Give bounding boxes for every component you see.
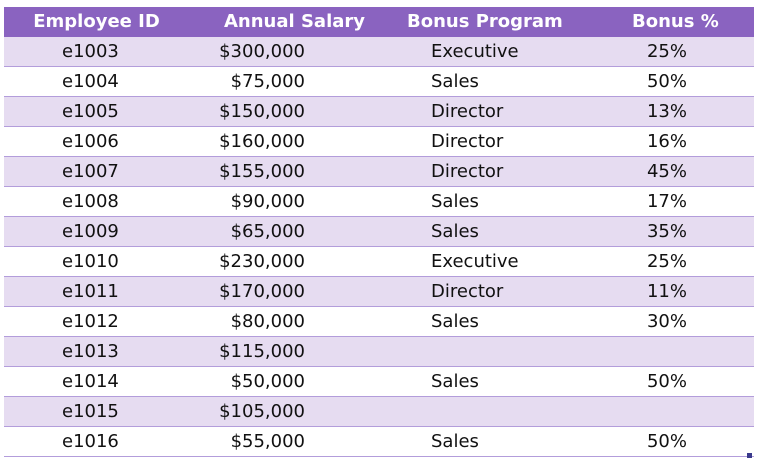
cell-annual-salary[interactable]: $55,000 — [230, 431, 305, 452]
cell-annual-salary[interactable]: $75,000 — [230, 71, 305, 92]
cell-bonus-program[interactable]: Director — [431, 131, 504, 152]
cell-employee-id[interactable]: e1010 — [62, 251, 119, 272]
cell-bonus-percent[interactable]: 50% — [646, 371, 687, 392]
cell-bonus-percent[interactable]: 25% — [646, 251, 687, 272]
cell-bonus-program[interactable]: Director — [431, 161, 504, 182]
cell-bonus-program[interactable]: Sales — [431, 71, 479, 92]
header-bonus-program[interactable]: Bonus Program — [407, 11, 563, 32]
table-row: e1004 $75,000 Sales 50% — [4, 67, 754, 97]
cell-bonus-percent[interactable]: 11% — [646, 281, 687, 302]
table-row: e1013 $115,000 — [4, 337, 754, 367]
table-body: e1003 $300,000 Executive 25% e1004 $75,000 Sal… — [4, 37, 754, 457]
table-row: e1011 $170,000 Director 11% — [4, 277, 754, 307]
cell-employee-id[interactable]: e1012 — [62, 311, 119, 332]
cell-bonus-percent[interactable]: 35% — [646, 221, 687, 242]
cell-bonus-percent[interactable]: 13% — [646, 101, 687, 122]
cell-bonus-program[interactable]: Sales — [431, 371, 479, 392]
cell-employee-id[interactable]: e1011 — [62, 281, 119, 302]
table-row: e1010 $230,000 Executive 25% — [4, 247, 754, 277]
cell-bonus-percent[interactable]: 50% — [646, 71, 687, 92]
cell-employee-id[interactable]: e1007 — [62, 161, 119, 182]
cell-employee-id[interactable]: e1004 — [62, 71, 119, 92]
header-employee-id[interactable]: Employee ID — [33, 11, 160, 32]
cell-bonus-percent[interactable]: 17% — [646, 191, 687, 212]
cell-bonus-program[interactable]: Sales — [431, 311, 479, 332]
cell-annual-salary[interactable]: $230,000 — [219, 251, 305, 272]
cell-employee-id[interactable]: e1003 — [62, 41, 119, 62]
table-row: e1009 $65,000 Sales 35% — [4, 217, 754, 247]
cell-bonus-percent[interactable]: 45% — [646, 161, 687, 182]
table-row: e1014 $50,000 Sales 50% — [4, 367, 754, 397]
cell-bonus-percent[interactable]: 25% — [646, 41, 687, 62]
table-header-row: Employee ID Annual Salary Bonus Program … — [4, 7, 754, 37]
table-row: e1015 $105,000 — [4, 397, 754, 427]
cell-employee-id[interactable]: e1009 — [62, 221, 119, 242]
table-row: e1003 $300,000 Executive 25% — [4, 37, 754, 67]
cell-bonus-program[interactable]: Sales — [431, 431, 479, 452]
cell-annual-salary[interactable]: $80,000 — [230, 311, 305, 332]
table-row: e1012 $80,000 Sales 30% — [4, 307, 754, 337]
cell-bonus-program[interactable]: Sales — [431, 221, 479, 242]
table-resize-handle[interactable] — [747, 453, 752, 458]
cell-annual-salary[interactable]: $170,000 — [219, 281, 305, 302]
cell-annual-salary[interactable]: $65,000 — [230, 221, 305, 242]
table-row: e1005 $150,000 Director 13% — [4, 97, 754, 127]
cell-employee-id[interactable]: e1015 — [62, 401, 119, 422]
cell-annual-salary[interactable]: $105,000 — [219, 401, 305, 422]
table-row: e1007 $155,000 Director 45% — [4, 157, 754, 187]
cell-employee-id[interactable]: e1006 — [62, 131, 119, 152]
table-row: e1008 $90,000 Sales 17% — [4, 187, 754, 217]
header-annual-salary[interactable]: Annual Salary — [224, 11, 365, 32]
table-row: e1006 $160,000 Director 16% — [4, 127, 754, 157]
cell-annual-salary[interactable]: $150,000 — [219, 101, 305, 122]
cell-employee-id[interactable]: e1008 — [62, 191, 119, 212]
cell-employee-id[interactable]: e1016 — [62, 431, 119, 452]
cell-annual-salary[interactable]: $160,000 — [219, 131, 305, 152]
cell-bonus-percent[interactable]: 16% — [646, 131, 687, 152]
cell-annual-salary[interactable]: $115,000 — [219, 341, 305, 362]
cell-employee-id[interactable]: e1005 — [62, 101, 119, 122]
cell-annual-salary[interactable]: $90,000 — [230, 191, 305, 212]
cell-bonus-percent[interactable]: 30% — [646, 311, 687, 332]
cell-bonus-program[interactable]: Director — [431, 101, 504, 122]
cell-annual-salary[interactable]: $50,000 — [230, 371, 305, 392]
employee-table: Employee ID Annual Salary Bonus Program … — [4, 7, 754, 457]
cell-bonus-percent[interactable]: 50% — [646, 431, 687, 452]
cell-bonus-program[interactable]: Director — [431, 281, 504, 302]
cell-employee-id[interactable]: e1013 — [62, 341, 119, 362]
cell-bonus-program[interactable]: Executive — [431, 41, 519, 62]
table-row: e1016 $55,000 Sales 50% — [4, 427, 754, 457]
cell-annual-salary[interactable]: $155,000 — [219, 161, 305, 182]
header-bonus-percent[interactable]: Bonus % — [632, 11, 719, 32]
cell-annual-salary[interactable]: $300,000 — [219, 41, 305, 62]
cell-bonus-program[interactable]: Sales — [431, 191, 479, 212]
cell-bonus-program[interactable]: Executive — [431, 251, 519, 272]
cell-employee-id[interactable]: e1014 — [62, 371, 119, 392]
